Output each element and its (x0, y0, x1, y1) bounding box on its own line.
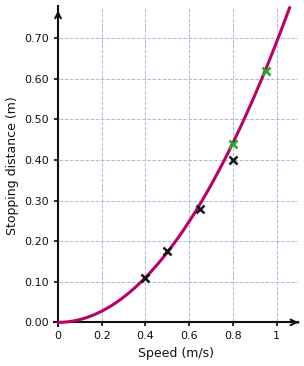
X-axis label: Speed (m/s): Speed (m/s) (138, 347, 214, 360)
Y-axis label: Stopping distance (m): Stopping distance (m) (6, 97, 19, 235)
